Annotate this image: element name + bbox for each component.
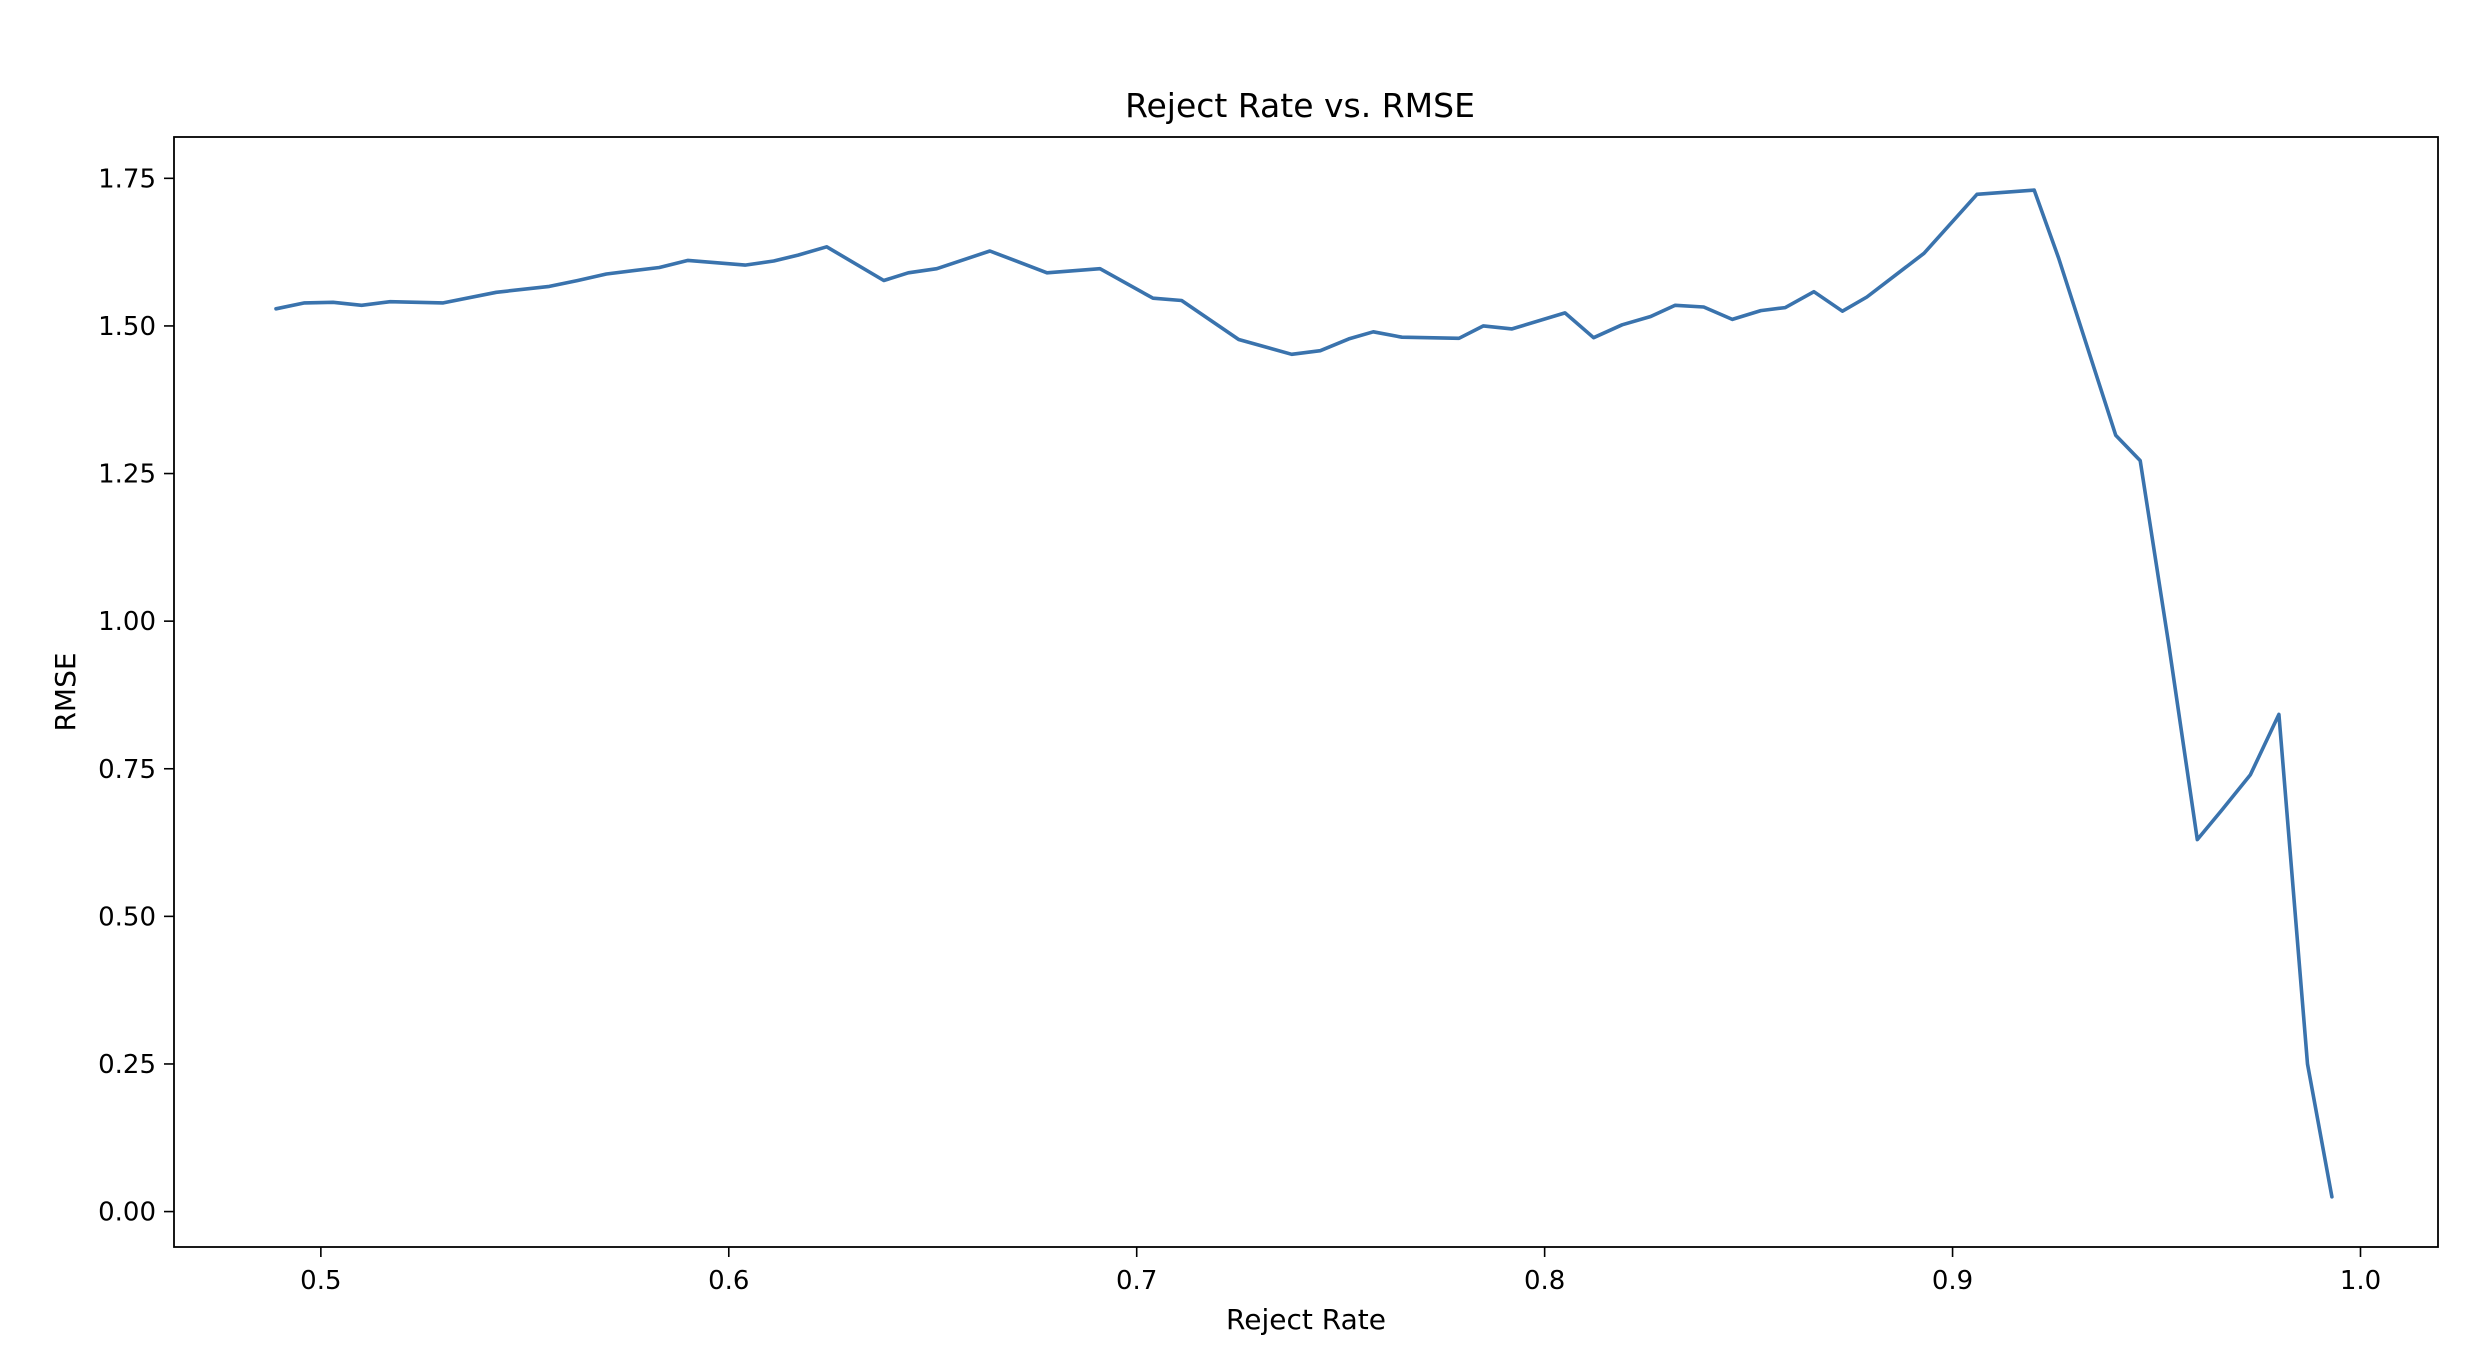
y-tick-label: 0.25	[98, 1050, 156, 1080]
y-axis-label: RMSE	[49, 652, 82, 731]
x-axis: 0.5 0.6 0.7 0.8 0.9 1.0	[300, 1247, 2381, 1296]
x-tick-label: 0.5	[300, 1266, 341, 1296]
chart-title: Reject Rate vs. RMSE	[1125, 86, 1475, 125]
plot-frame	[173, 136, 2439, 1248]
y-axis: 0.00 0.25 0.50 0.75 1.00 1.25 1.50 1.75	[98, 164, 174, 1228]
y-tick-label: 1.75	[98, 164, 156, 194]
x-tick-label: 1.0	[2340, 1266, 2381, 1296]
x-tick-label: 0.6	[708, 1266, 749, 1296]
series-line-0	[274, 188, 2334, 1199]
y-tick-label: 0.50	[98, 902, 156, 932]
y-tick-label: 1.00	[98, 607, 156, 637]
y-tick-label: 0.75	[98, 755, 156, 785]
x-tick-label: 0.9	[1932, 1266, 1973, 1296]
y-tick-label: 1.50	[98, 312, 156, 342]
x-tick-label: 0.7	[1116, 1266, 1157, 1296]
y-tick-label: 1.25	[98, 460, 156, 490]
x-tick-label: 0.8	[1524, 1266, 1565, 1296]
plot-area	[274, 188, 2334, 1199]
x-axis-label: Reject Rate	[1226, 1303, 1386, 1336]
y-tick-label: 0.00	[98, 1198, 156, 1228]
